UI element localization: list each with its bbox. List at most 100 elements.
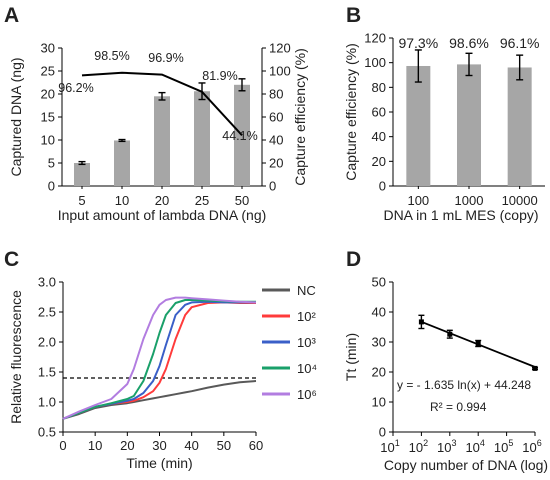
fit-r2: R² = 0.994 (430, 400, 487, 414)
panel-b: 0 20 40 60 80 100 120 97.3% 100 98.6% 1000 96.1% 100… (343, 31, 545, 223)
value-label: 96.1% (500, 35, 540, 51)
value-label: 97.3% (398, 35, 438, 51)
x-tick-label: 102 (409, 438, 428, 455)
y-tick-label: 20 (372, 154, 386, 169)
x-tick-base: 10 (494, 440, 508, 455)
x-tick-label: 100 (407, 193, 429, 208)
x-tick-label: 10 (88, 438, 102, 453)
x-tick-label: 105 (494, 438, 513, 455)
x-tick-label: 40 (184, 438, 198, 453)
x-tick-label: 20 (120, 438, 134, 453)
x-axis-title: DNA in 1 mL MES (copy) (383, 207, 538, 223)
y-tick-label: 2.0 (38, 335, 56, 350)
x-tick-label: 1000 (455, 193, 484, 208)
x-axis-title: Time (min) (126, 455, 192, 471)
y-tick-label-right: 20 (269, 156, 283, 171)
data-point (418, 319, 424, 325)
panel-label-b: B (346, 4, 361, 27)
panel-label-d: D (346, 248, 361, 271)
x-tick-label: 10 (115, 193, 129, 208)
x-tick-exponent: 4 (480, 438, 485, 448)
x-tick-label: 101 (380, 438, 399, 455)
y-tick-label-left: 20 (41, 87, 55, 102)
value-label: 98.6% (449, 35, 489, 51)
efficiency-label: 98.5% (94, 49, 129, 63)
y-tick-label: 0.5 (38, 425, 56, 440)
x-tick-base: 10 (465, 440, 479, 455)
x-tick-base: 10 (380, 440, 394, 455)
panel-labels: A B C D (4, 4, 361, 271)
fit-equation: y = - 1.635 ln(x) + 44.248 (397, 378, 531, 392)
y-tick-label: 40 (372, 129, 386, 144)
legend-label: 10⁴ (297, 361, 317, 376)
y-tick-label: 2.5 (38, 305, 56, 320)
x-tick-label: 30 (152, 438, 166, 453)
x-tick-exponent: 6 (537, 438, 542, 448)
y-tick-label: 40 (372, 305, 386, 320)
series-line (62, 301, 256, 420)
data-point (447, 331, 453, 337)
y-tick-label: 80 (372, 80, 386, 95)
bar (507, 67, 532, 186)
bar (194, 91, 210, 186)
series-line (62, 300, 256, 420)
efficiency-label: 96.9% (148, 51, 183, 65)
x-tick-label: 10000 (502, 193, 538, 208)
y-tick-label-left: 10 (41, 133, 55, 148)
x-tick-label: 60 (249, 438, 263, 453)
bar (457, 64, 481, 186)
y-axis-title: Capture efficiency (%) (343, 43, 359, 180)
legend-label: 10⁶ (297, 387, 317, 402)
series-line (62, 380, 257, 420)
x-tick-exponent: 5 (508, 438, 513, 448)
x-tick-label: 104 (465, 438, 484, 455)
legend-label: 10³ (297, 335, 316, 350)
x-tick-label: 5 (78, 193, 85, 208)
y-tick-label-right: 0 (269, 179, 276, 194)
panel-a: 0 5 10 15 20 25 30 0 20 40 60 80 100 120 5 10 20 25 50 96.2… (8, 41, 308, 224)
y-tick-label-left: 30 (41, 41, 55, 56)
panel-label-a: A (4, 4, 19, 27)
x-tick-base: 10 (409, 440, 423, 455)
efficiency-label: 44.1% (222, 129, 257, 143)
y-tick-label: 10 (372, 395, 386, 410)
x-tick-label: 20 (155, 193, 169, 208)
x-tick-exponent: 3 (452, 438, 457, 448)
y-tick-label: 20 (372, 365, 386, 380)
x-tick-label: 106 (522, 438, 541, 455)
y-tick-label-right: 100 (269, 64, 291, 79)
y-axis-title: Tt (min) (343, 333, 359, 381)
x-tick-label: 103 (437, 438, 456, 455)
y-tick-label-left: 25 (41, 64, 55, 79)
x-tick-base: 10 (437, 440, 451, 455)
x-axis-title: Copy number of DNA (log) (384, 457, 548, 473)
x-tick-base: 10 (522, 440, 536, 455)
y-tick-label-right: 120 (269, 41, 291, 56)
y-tick-label: 0 (379, 425, 386, 440)
y-axis-title-right: Capture efficiency (%) (292, 48, 308, 185)
x-tick-label: 50 (217, 438, 231, 453)
series-line (62, 299, 256, 420)
bar (406, 65, 431, 186)
y-axis-title: Relative fluorescence (8, 290, 24, 424)
data-point (532, 365, 538, 371)
x-axis-title: Input amount of lambda DNA (ng) (58, 207, 267, 223)
y-tick-label-left: 15 (41, 110, 55, 125)
y-tick-label: 120 (364, 31, 386, 46)
y-tick-label: 100 (364, 55, 386, 70)
y-tick-label: 0 (379, 179, 386, 194)
panel-label-c: C (4, 248, 19, 271)
bar (154, 96, 170, 186)
y-axis-title-left: Captured DNA (ng) (8, 57, 24, 176)
x-tick-exponent: 1 (395, 438, 400, 448)
x-tick-label: 50 (235, 193, 249, 208)
y-tick-label-left: 5 (48, 156, 55, 171)
bar (234, 84, 250, 186)
legend-label: 10² (297, 309, 316, 324)
x-tick-exponent: 2 (423, 438, 428, 448)
x-tick-label: 25 (195, 193, 209, 208)
y-tick-label-right: 80 (269, 87, 283, 102)
y-tick-label: 30 (372, 335, 386, 350)
